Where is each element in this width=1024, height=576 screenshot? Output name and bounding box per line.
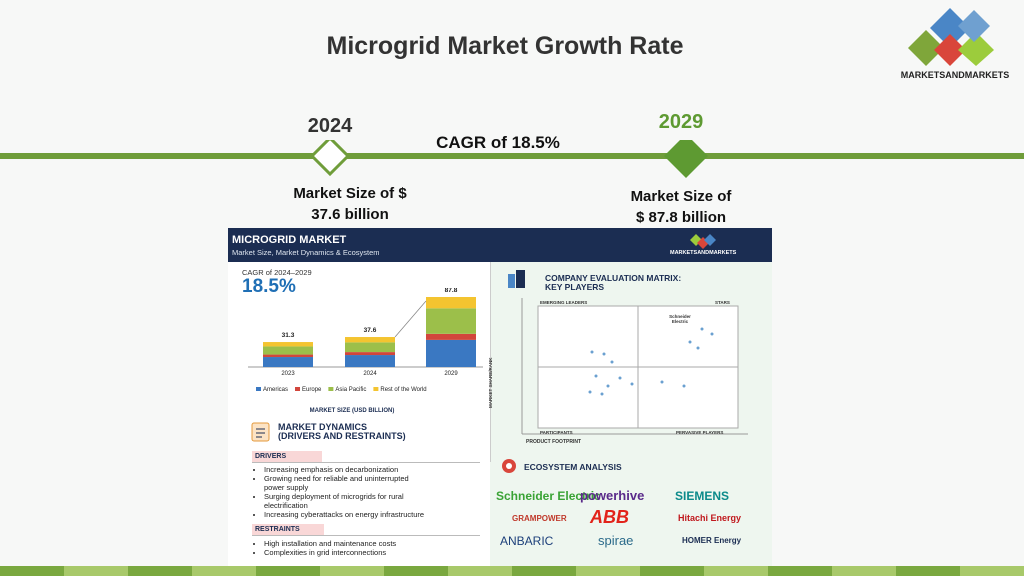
driver: Increasing emphasis on decarbonization [264,465,464,474]
drivers-tag: DRIVERS [252,451,322,462]
text: Market Size of $ [293,185,407,202]
company-logo: Hitachi Energy [678,513,742,523]
bar-segment [426,308,476,334]
total-label: 37.6 [364,327,377,334]
legend-swatch [373,387,379,391]
end-size: Market Size of $ 87.8 billion [631,186,732,228]
text: KEY PLAYERS [545,281,605,292]
restraint: High installation and maintenance costs [264,539,396,548]
highlight-label: Schneider Electric [669,314,691,324]
legend-label: Rest of the World [380,387,426,393]
cagr-label: CAGR of 2024–2029 [242,268,312,277]
text: MARKET DYNAMICS [278,422,367,432]
quadrant: PERVASIVE PLAYERS [676,430,724,435]
ecosystem-icon [502,459,516,473]
x-tick-label: 2029 [444,371,458,377]
matrix-icon [508,270,525,288]
bar-segment [345,355,395,367]
total-label: 31.3 [282,332,295,339]
driver: Surging deployment of microgrids for rur… [264,492,414,510]
end-marker [664,140,708,178]
company-logo: GRAMPOWER [512,514,567,523]
total-label: 87.8 [445,288,458,294]
company-logo: Schneider Electric [496,489,601,503]
restraints-list: High installation and maintenance costs … [254,539,396,557]
company-logo: ABB [590,507,629,527]
company-logo: SIEMENS [675,489,730,503]
driver: Increasing cyberattacks on energy infras… [264,510,464,519]
legend-swatch [256,387,261,391]
title: Microgrid Market Growth Rate [326,32,684,60]
text: $ 87.8 billion [635,209,727,226]
y-label: MARKET SHARE/RANK [488,357,493,409]
company-logo: spirae [598,533,634,548]
company-logo: powerhive [580,488,645,503]
drivers-list: Increasing emphasis on decarbonization G… [254,465,464,519]
legend-swatch [295,387,301,391]
legend-swatch [328,387,334,391]
start-size: Market Size of $ 37.6 billion [293,183,406,225]
infographic: MICROGRID MARKET Market Size, Market Dyn… [228,228,772,566]
text: Market Size of [630,188,732,205]
dynamics-title: MARKET DYNAMICS (DRIVERS AND RESTRAINTS) [278,423,406,441]
start-marker [309,140,351,177]
bar-segment [345,342,395,353]
growth-arrow [394,300,427,338]
cagr: CAGR of 18.5% [436,133,560,152]
legend-label: Americas [263,387,288,393]
rule [252,535,480,536]
start-year: 2024 [307,115,353,137]
restraints-tag: RESTRAINTS [252,524,324,535]
legend-label: Asia Pacific [335,387,366,393]
text: 37.6 billion [311,206,389,223]
bar-segment [263,346,313,355]
bar-segment [263,357,313,367]
x-axis-title: MARKET SIZE (USD BILLION) [310,408,395,414]
text: (DRIVERS AND RESTRAINTS) [278,431,406,441]
timeline-bar [0,153,1024,159]
quadrant: EMERGING LEADERS [540,300,588,305]
matrix-dots [588,327,714,396]
text: COMPANY EVALUATION MATRIX: [545,273,682,283]
cagr-value: 18.5% [242,276,296,297]
logo-mark [908,8,994,66]
info-subtitle: Market Size, Market Dynamics & Ecosystem [232,248,380,257]
end-year: 2029 [658,111,704,133]
timeline [0,140,1024,178]
info-logo: MARKETSANDMARKETS [670,250,737,256]
bar-segment [426,333,476,340]
bar-segment [345,352,395,356]
matrix [521,298,748,435]
legend-label: Europe [302,387,322,393]
bar-segment [345,337,395,343]
bar-segment [263,354,313,358]
quadrant: PARTICIPANTS [540,430,573,435]
bar-segment [426,339,476,367]
rule [252,462,480,463]
driver: Growing need for reliable and uninterrup… [264,474,414,492]
footer-stripe [0,566,1024,576]
matrix-title: COMPANY EVALUATION MATRIX: KEY PLAYERS [545,274,681,291]
text: Schneider [669,314,691,319]
logo-text: MARKETSANDMARKETS [900,70,1010,80]
info-logo-mark [690,234,716,249]
quadrant: STARS [715,300,730,305]
bar-segment [426,297,476,309]
bar-segment [263,342,313,347]
x-label: PRODUCT FOOTPRINT [526,439,581,445]
ecosystem-title: ECOSYSTEM ANALYSIS [524,462,622,472]
x-tick-label: 2024 [363,371,377,377]
x-tick-label: 2023 [281,371,295,377]
text: Electric [671,319,689,324]
company-logo: HOMER Energy [682,536,742,545]
bar-chart: 31.3 2023 37.6 2024 87.8 2029 Americas Europe As… [248,288,483,414]
info-header [228,228,772,262]
divider [490,262,491,462]
company-logo: ANBARIC [500,534,554,548]
dynamics-icon [251,422,270,442]
info-title: MICROGRID MARKET [232,234,347,246]
restraint: Complexities in grid interconnections [264,548,396,557]
